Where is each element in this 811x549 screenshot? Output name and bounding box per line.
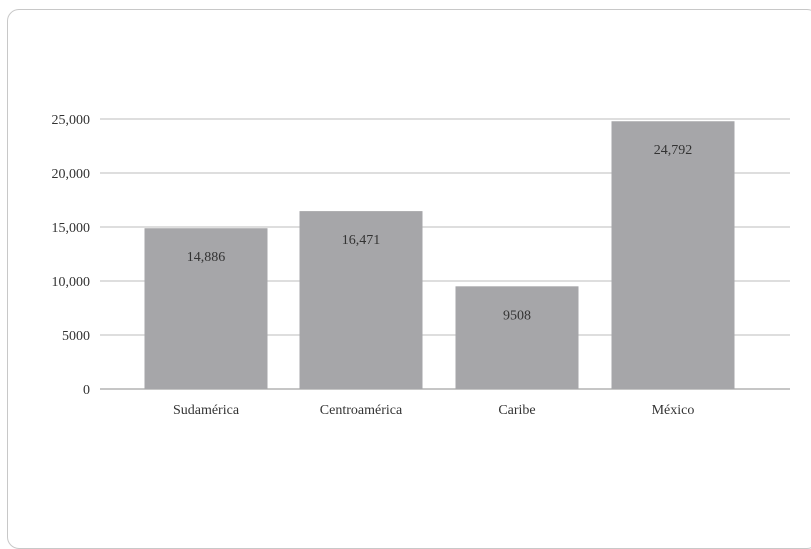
y-tick-label: 5000 — [62, 329, 90, 344]
y-tick-label: 0 — [83, 383, 90, 398]
bar — [611, 121, 735, 389]
bar — [144, 228, 268, 389]
y-tick-label: 15,000 — [52, 221, 91, 236]
x-tick-label: Caribe — [498, 403, 535, 418]
bar-chart: 0 5000 10,000 15,000 20,000 25,000 Sudamérica… — [52, 113, 790, 418]
x-axis-labels: Sudamérica Centroamérica Caribe México — [173, 403, 694, 418]
y-tick-label: 20,000 — [52, 167, 91, 182]
bar — [455, 286, 579, 389]
data-label: 14,886 — [187, 250, 226, 265]
data-label: 9508 — [503, 308, 531, 323]
y-axis-ticks: 0 5000 10,000 15,000 20,000 25,000 — [52, 113, 91, 398]
bars — [144, 121, 735, 389]
x-tick-label: México — [652, 403, 695, 418]
y-tick-label: 10,000 — [52, 275, 91, 290]
x-tick-label: Centroamérica — [320, 403, 403, 418]
y-tick-label: 25,000 — [52, 113, 91, 128]
data-label: 24,792 — [654, 143, 693, 158]
bar — [299, 211, 423, 389]
data-labels: 14,886 16,471 9508 24,792 — [187, 143, 693, 323]
data-label: 16,471 — [342, 233, 381, 248]
x-tick-label: Sudamérica — [173, 403, 240, 418]
